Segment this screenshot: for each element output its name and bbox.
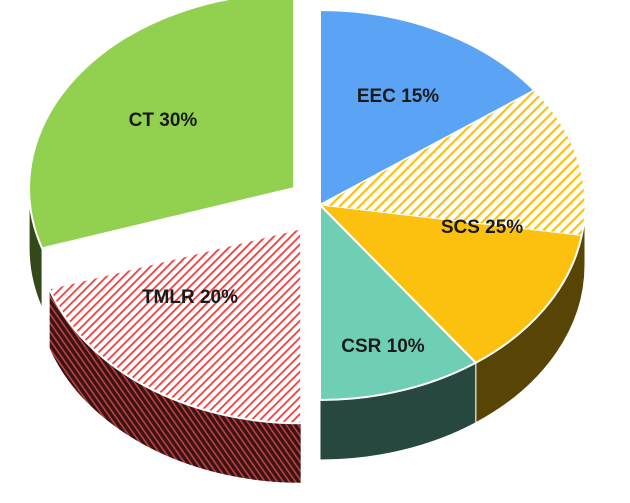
slice-scs-hatch xyxy=(318,89,586,237)
slice-tmlr xyxy=(47,227,303,425)
slice-label-csr: CSR 10% xyxy=(341,336,425,357)
slice-label-eec: EEC 15% xyxy=(357,86,439,107)
slice-label-scs: SCS 25% xyxy=(441,217,523,238)
slice-eec xyxy=(319,8,537,207)
slice-ct xyxy=(28,0,296,250)
slice-label-ct: CT 30% xyxy=(129,110,198,131)
pie-labels: EEC 15% SCS 25% CSR 10% TMLR 20% CT 30% xyxy=(129,86,524,357)
pie-slices xyxy=(28,0,586,484)
slice-label-tmlr: TMLR 20% xyxy=(142,287,238,308)
slice-csr xyxy=(319,202,478,402)
